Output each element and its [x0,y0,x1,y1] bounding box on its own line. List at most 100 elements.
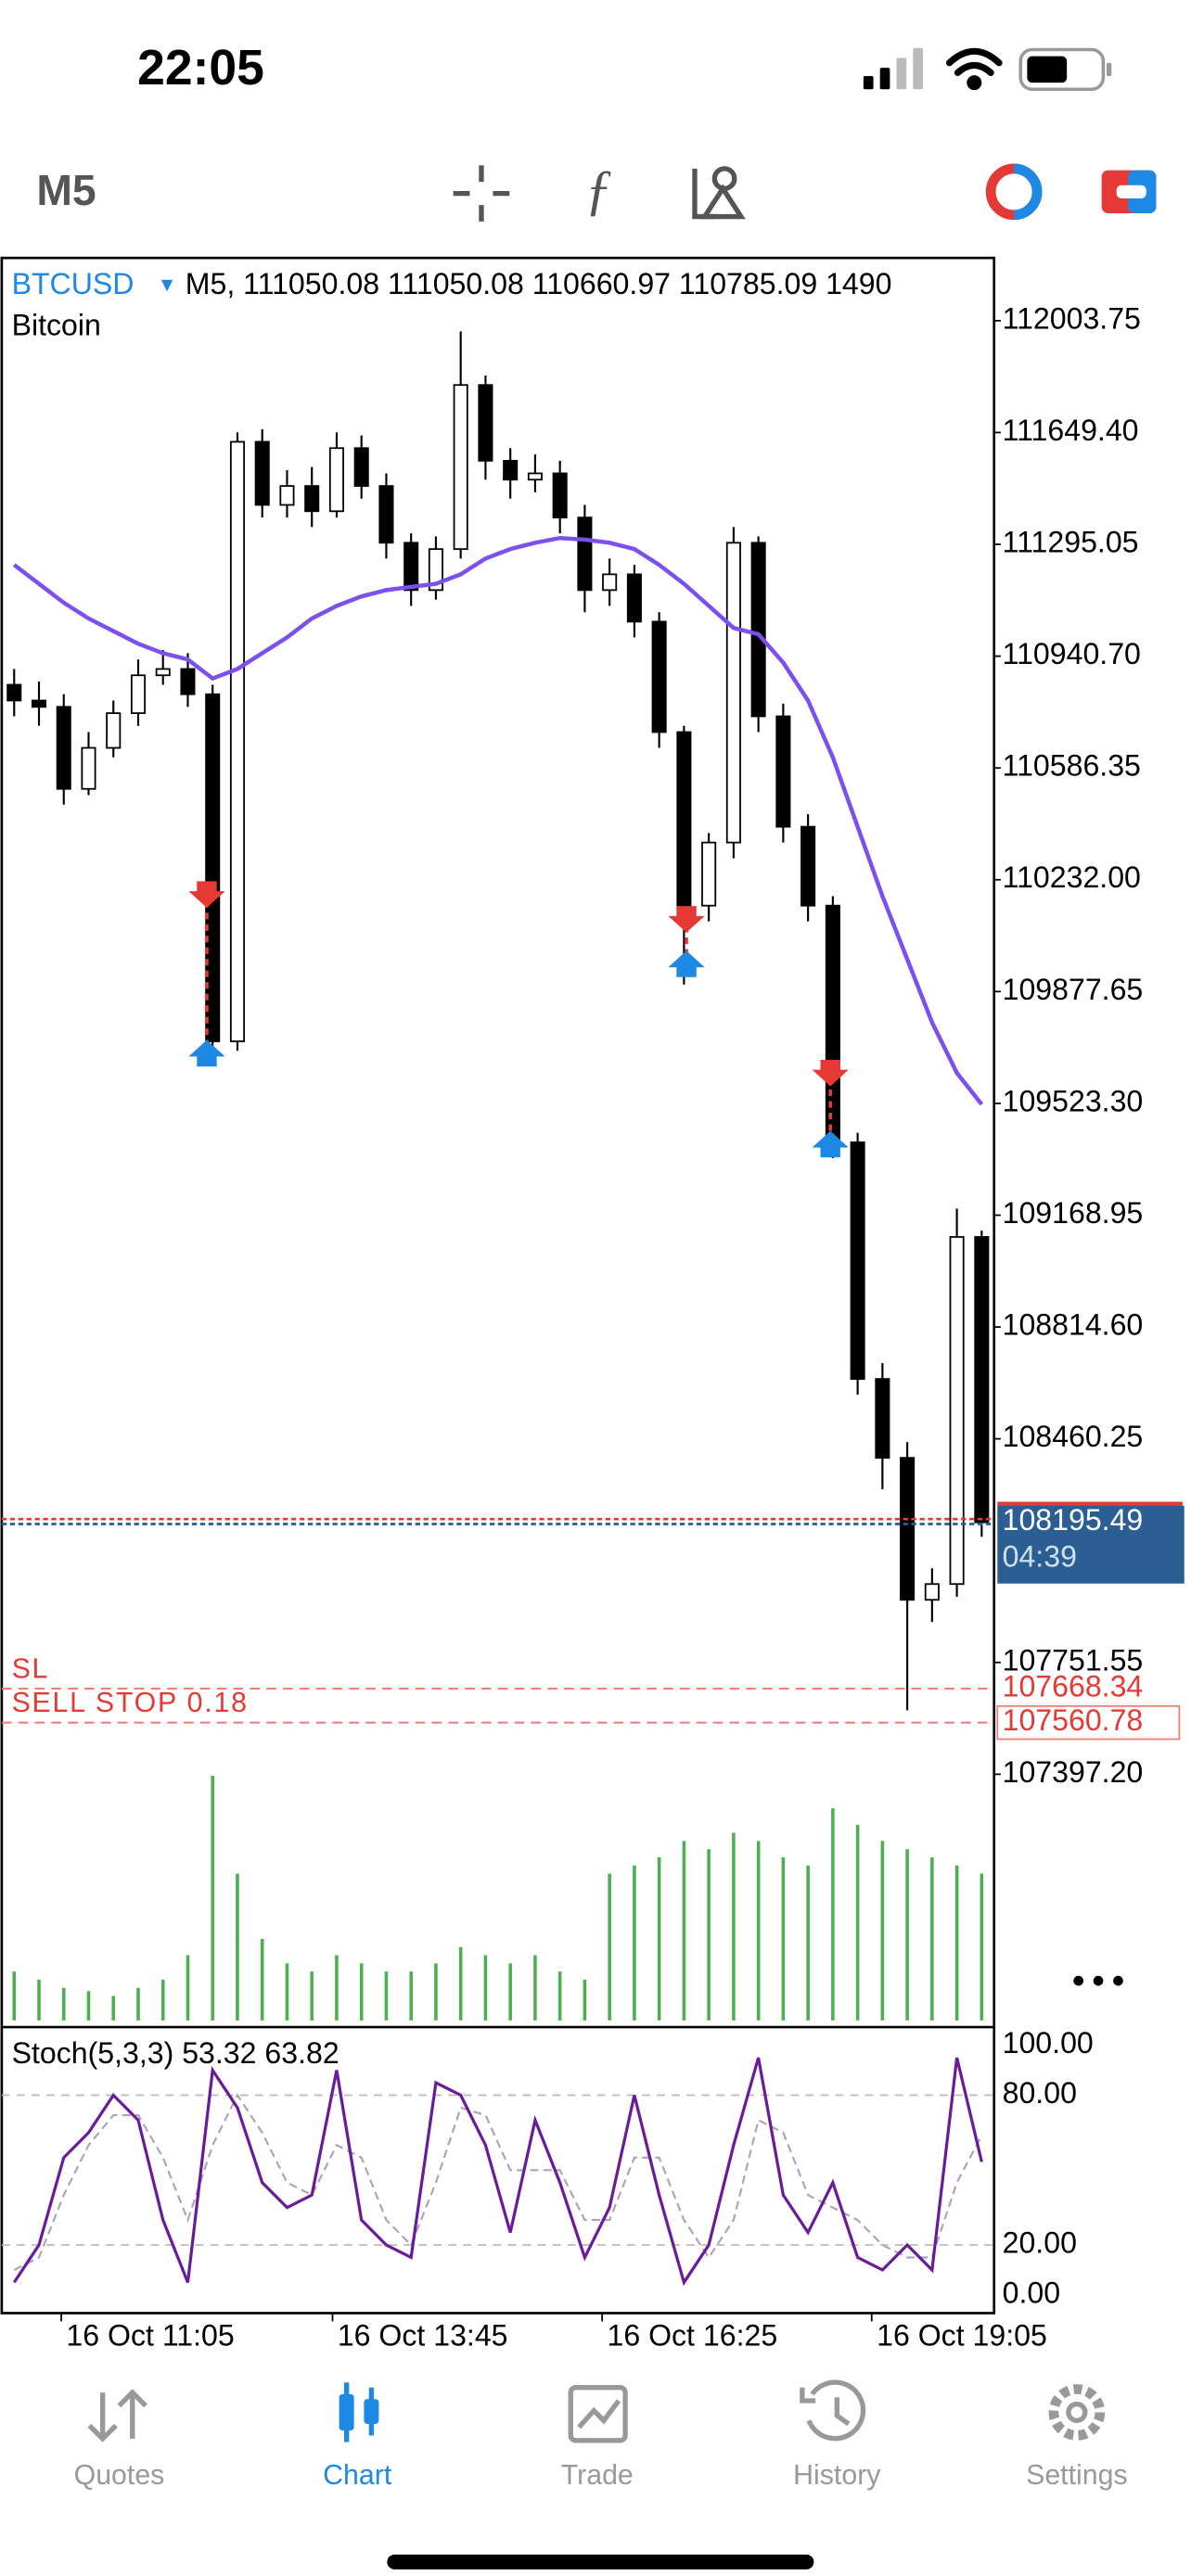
candle-body [6,683,22,702]
y-tick-label: 111295.05 [1003,525,1139,558]
candle-body [800,825,816,907]
candle-body [651,620,667,733]
volume-bar [61,1987,66,2021]
tab-label[interactable]: Trade [561,2460,634,2491]
y-tick-label: 109877.65 [1003,973,1144,1006]
clock: 22:05 [137,41,264,96]
stoch-tick-label: 20.00 [1003,2226,1077,2260]
tab-label[interactable]: Quotes [74,2460,165,2491]
candle-body [31,699,47,708]
candle-body [676,731,692,907]
candle-body [428,548,443,592]
volume-bar [37,1979,41,2021]
trade-icon [568,2385,628,2443]
candle-body [180,668,196,695]
volume-bar [533,1955,537,2021]
stoch-tick-label: 80.00 [1003,2076,1077,2110]
crosshair-button[interactable] [453,165,510,222]
volume-bar [980,1873,984,2021]
volume-bar [707,1849,711,2021]
volume-bar [508,1963,512,2021]
x-tick-label: 16 Oct 16:25 [607,2319,777,2353]
candle-body [924,1583,940,1601]
objects-button[interactable] [692,166,746,220]
trade-button[interactable] [1101,170,1157,214]
candle-body [602,573,618,592]
history-icon [800,2379,866,2442]
tab-label[interactable]: Chart [323,2460,392,2491]
volume-bar [160,1979,165,2021]
order-price-box [997,1672,1180,1705]
candle-body [626,573,642,623]
tab-label[interactable]: Settings [1026,2460,1127,2491]
order-price: 107560.78 [1003,1703,1144,1737]
candle-body [254,440,270,506]
candle-body [155,668,171,677]
candle-body [775,715,791,828]
candle-body [900,1457,916,1601]
order-label: SL [12,1654,50,1685]
volume-bar [409,1971,413,2021]
candle-body [229,440,245,1042]
trade-markers [188,881,849,1158]
account-button[interactable] [985,163,1043,221]
x-tick-label: 16 Oct 19:05 [877,2319,1047,2353]
y-tick-label: 111649.40 [1003,414,1139,447]
stoch-tick-label: 100.00 [1003,2026,1094,2060]
candle-body [279,485,295,506]
home-indicator [387,2554,814,2570]
candle-body [453,384,468,551]
y-tick-label: 110232.00 [1003,861,1141,894]
timeframe-button[interactable]: M5 [36,166,96,214]
tab-label[interactable]: History [793,2460,881,2491]
candle-body [850,1141,865,1380]
y-tick-label: 108814.60 [1003,1308,1144,1342]
stoch-title: Stoch(5,3,3) 53.32 63.82 [12,2036,339,2070]
candle-body [56,706,71,790]
stochastic-layer [1,2057,994,2287]
volume-bar [682,1841,686,2021]
order-price-box [996,1704,1181,1741]
symbol-dropdown[interactable]: ▼ [157,274,176,296]
candle-body [304,485,320,513]
volume-bar [583,1979,587,2021]
y-tick-label: 110940.70 [1003,637,1141,670]
bid-label: 108195.49 [1003,1503,1144,1537]
volume-bar [831,1808,835,2021]
y-tick-label: 109168.95 [1003,1196,1144,1230]
order-label: SELL STOP 0.18 [12,1688,249,1718]
settings-icon [1048,2384,1106,2441]
volume-bar [236,1873,239,2021]
moving-average [12,535,984,1106]
y-tick-label: 110586.35 [1003,749,1141,783]
volume-bar [211,1776,215,2021]
volume-bar [657,1856,661,2021]
quotes-icon [87,2389,147,2442]
y-tick-label: 107397.20 [1003,1755,1144,1789]
volume-bar [86,1991,91,2021]
volume-bar [905,1849,909,2021]
volume-bar [806,1865,810,2021]
volume-bar [285,1963,289,2021]
candle-body [875,1378,890,1460]
candle-body [725,542,741,844]
volume-bar [781,1856,786,2021]
volume-bar [483,1955,488,2021]
candle-body [378,485,394,544]
candle-body [353,447,369,487]
volume-bar [954,1865,959,2021]
more-button[interactable] [1073,1975,1123,1986]
volume-bar [260,1938,264,2021]
stoch-signal [13,2093,983,2271]
indicators-button[interactable]: ƒ [584,159,612,221]
wifi-icon [946,47,1003,91]
volume-bar [458,1946,463,2021]
volume-bar [310,1971,314,2021]
volume-bar [756,1841,761,2021]
candle-body [825,904,840,1143]
volume-bar [732,1832,736,2021]
symbol-label[interactable]: BTCUSD [12,267,134,300]
candle-body [81,746,96,790]
